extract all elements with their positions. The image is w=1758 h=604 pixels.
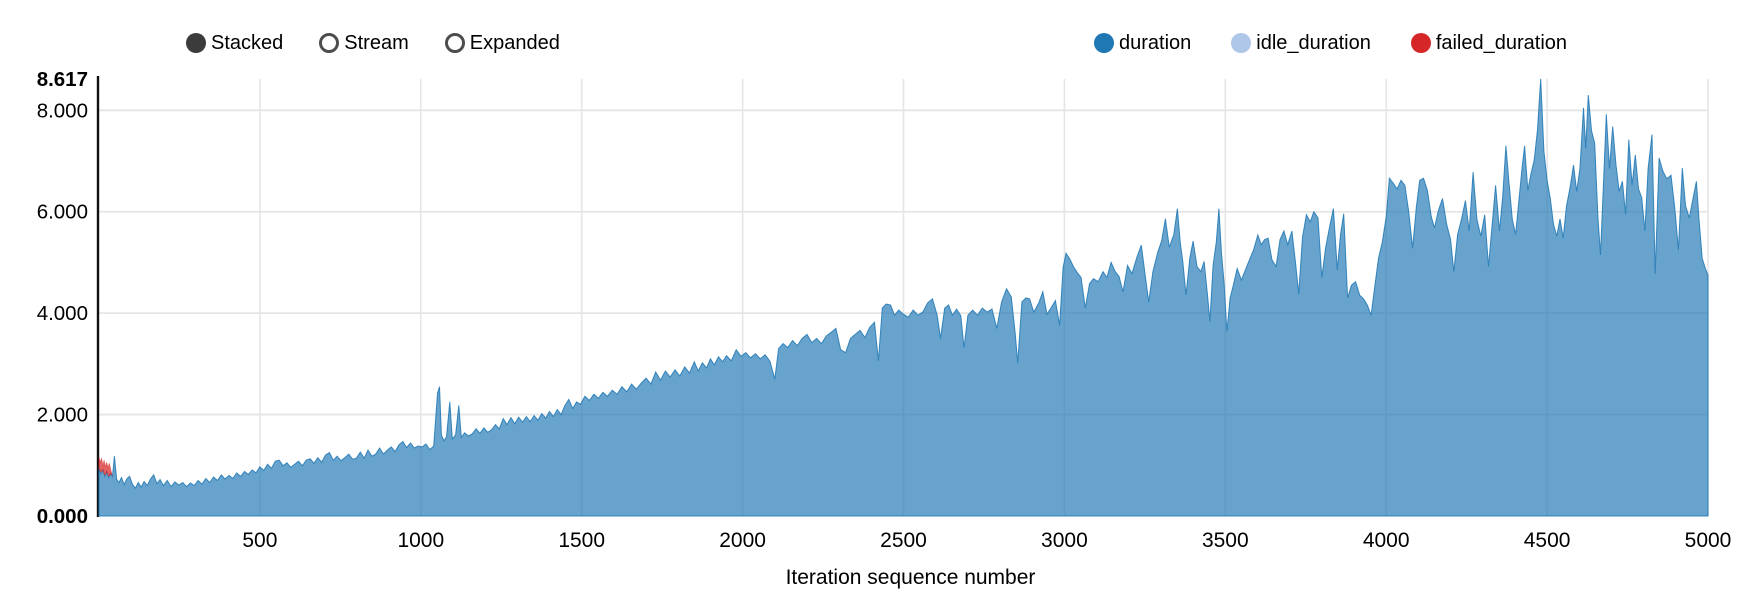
x-tick-label: 4000 <box>1363 529 1410 552</box>
legend-item-idle-duration[interactable]: idle_duration <box>1231 32 1371 55</box>
x-tick-label: 2000 <box>719 529 766 552</box>
legend-label-idle-duration: idle_duration <box>1256 31 1371 54</box>
y-tick-label: 4.000 <box>37 302 88 325</box>
x-tick-label: 1000 <box>397 529 444 552</box>
chart-style-controls: Stacked Stream Expanded <box>186 31 560 55</box>
y-tick-label: 0.000 <box>37 505 88 528</box>
control-expanded-label: Expanded <box>469 31 560 54</box>
y-tick-label: 2.000 <box>37 404 88 427</box>
legend-label-duration: duration <box>1119 31 1192 54</box>
x-tick-label: 3500 <box>1202 529 1249 552</box>
y-tick-label: 6.000 <box>37 201 88 224</box>
control-stacked[interactable]: Stacked <box>186 32 283 55</box>
x-tick-label: 5000 <box>1685 529 1732 552</box>
legend-label-failed-duration: failed_duration <box>1435 31 1568 54</box>
radio-unselected-icon[interactable] <box>319 33 340 53</box>
radio-selected-icon[interactable] <box>186 33 206 53</box>
radio-unselected-icon[interactable] <box>444 33 465 53</box>
legend-swatch-duration-icon[interactable] <box>1094 33 1114 53</box>
area-duration[interactable] <box>98 78 1709 517</box>
legend-item-failed-duration[interactable]: failed_duration <box>1410 31 1568 55</box>
x-tick-label: 1500 <box>558 529 605 552</box>
chart-legend: duration idle_duration failed_duration <box>1094 31 1567 55</box>
x-axis-title: Iteration sequence number <box>786 566 1036 589</box>
control-stream-label: Stream <box>344 31 409 54</box>
y-tick-label: 8.000 <box>37 99 88 122</box>
control-expanded[interactable]: Expanded <box>444 31 560 55</box>
x-tick-label: 4500 <box>1524 529 1571 552</box>
x-tick-label: 500 <box>242 529 277 552</box>
area-failed-duration[interactable] <box>98 457 113 477</box>
control-stream[interactable]: Stream <box>319 31 409 55</box>
x-tick-label: 2500 <box>880 529 927 552</box>
legend-swatch-failed-duration-icon[interactable] <box>1410 33 1431 53</box>
control-stacked-label: Stacked <box>211 31 284 54</box>
legend-item-duration[interactable]: duration <box>1094 32 1191 55</box>
y-tick-label: 8.617 <box>37 68 88 91</box>
x-tick-label: 3000 <box>1041 529 1088 552</box>
legend-swatch-idle-duration-icon[interactable] <box>1231 33 1252 53</box>
